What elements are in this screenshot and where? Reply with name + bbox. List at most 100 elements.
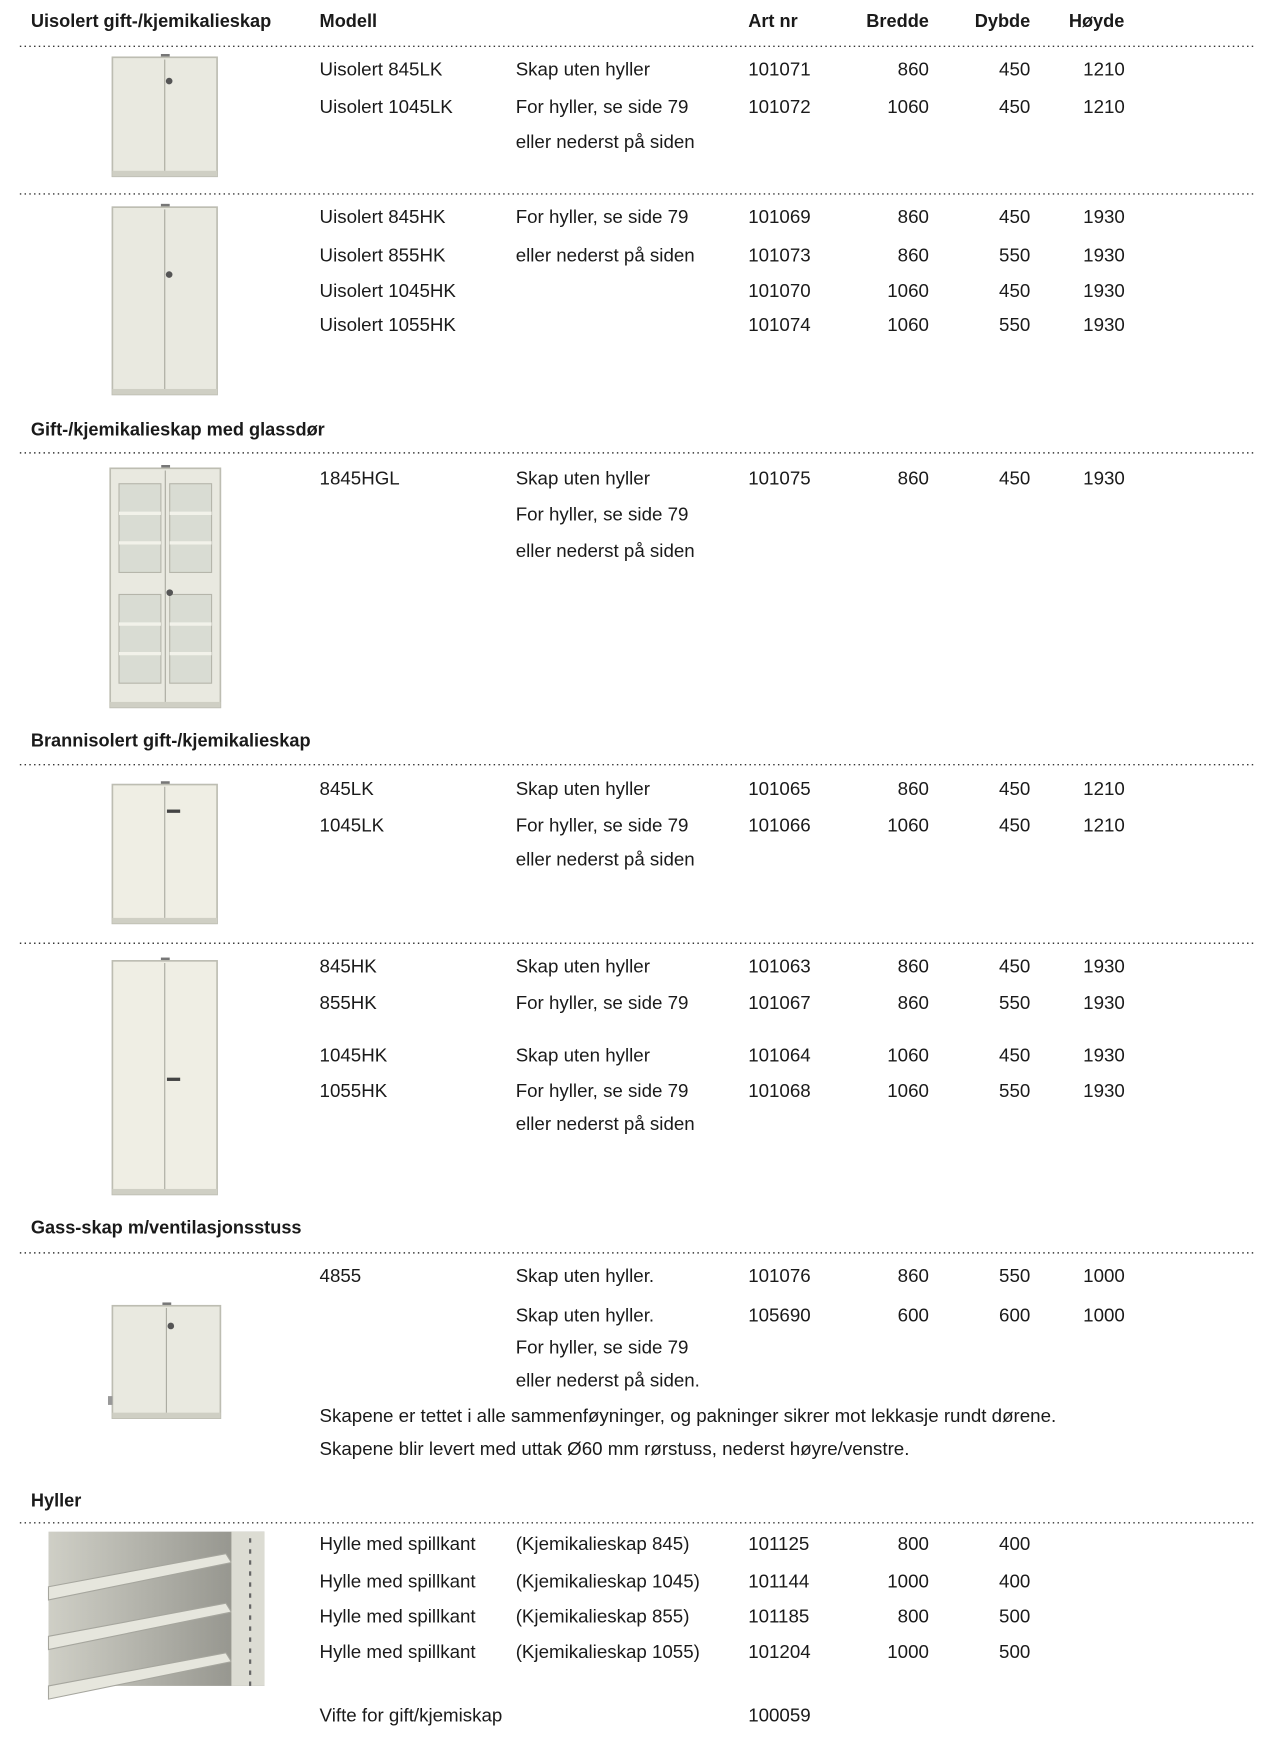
- handle: [166, 809, 181, 813]
- cell-dybde: 400: [999, 1533, 1030, 1554]
- lock: [165, 77, 173, 85]
- cell-dybde: 550: [999, 1080, 1030, 1101]
- cell-model: Hylle med spillkant: [320, 1641, 477, 1662]
- cell-desc: For hyller, se side 79: [516, 992, 689, 1013]
- cell-art-nr: 101073: [748, 245, 810, 266]
- cell-dybde: 450: [999, 280, 1030, 301]
- cell-dybde: 500: [999, 1606, 1030, 1627]
- cell-art-nr: 101065: [748, 778, 810, 799]
- cell-bredde: 1000: [887, 1641, 929, 1662]
- cell-desc: eller nederst på siden: [516, 540, 695, 561]
- section-title: Gass-skap m/ventilasjonsstuss: [31, 1217, 302, 1237]
- cell-hoyde: 1000: [1083, 1305, 1125, 1326]
- shelf-hole: [249, 1681, 252, 1686]
- cell-model: 1055HK: [320, 1080, 388, 1101]
- cell-bredde: 1060: [887, 1080, 929, 1101]
- lock: [167, 1322, 175, 1330]
- cabinet-plinth: [112, 917, 218, 924]
- shelf-hole: [249, 1659, 252, 1664]
- cell-art-nr: 101071: [748, 58, 810, 79]
- cell-model: Uisolert 845HK: [320, 206, 446, 227]
- cell-dybde: 450: [999, 778, 1030, 799]
- cell-art-nr: 101072: [748, 96, 810, 117]
- cell-art-nr: 101125: [748, 1533, 809, 1554]
- cell-desc: Skap uten hyller: [516, 778, 650, 799]
- cabinet-plinth: [112, 388, 218, 395]
- shelf-hole: [249, 1648, 252, 1653]
- cell-model: 1045LK: [320, 814, 385, 835]
- cell-model: Hylle med spillkant: [320, 1533, 477, 1554]
- cell-dybde: 550: [999, 245, 1030, 266]
- cell-bredde: 800: [898, 1606, 929, 1627]
- cell-hoyde: 1000: [1083, 1265, 1125, 1286]
- header-title: Uisolert gift-/kjemikalieskap: [31, 11, 271, 31]
- cell-art-nr: 101204: [748, 1641, 810, 1662]
- cell-desc: For hyller, se side 79: [516, 96, 689, 117]
- product-image: [47, 1531, 265, 1700]
- cell-bredde: 600: [898, 1305, 929, 1326]
- cell-dybde: 450: [999, 206, 1030, 227]
- cabinet-top: [160, 957, 170, 961]
- cell-art-nr: 101063: [748, 955, 810, 976]
- cell-art-nr: 101070: [748, 280, 810, 301]
- cell-hoyde: 1930: [1083, 992, 1125, 1013]
- cell-bredde: 1060: [887, 96, 929, 117]
- cell-desc: Skap uten hyller.: [516, 1305, 654, 1326]
- lock: [165, 271, 173, 278]
- shelf-side: [231, 1531, 265, 1686]
- cabinet-top: [162, 1302, 172, 1306]
- cell-desc: (Kjemikalieskap 1055): [516, 1641, 700, 1662]
- cell-bredde: 800: [898, 1533, 929, 1554]
- cell-dybde: 550: [999, 992, 1030, 1013]
- cell-art-nr: 101074: [748, 314, 810, 335]
- cell-dybde: 450: [999, 955, 1030, 976]
- cell-hoyde: 1930: [1083, 1080, 1125, 1101]
- cell-model: Uisolert 1055HK: [320, 314, 457, 335]
- shelf-hole: [249, 1626, 252, 1631]
- cell-model: Uisolert 1045LK: [320, 96, 454, 117]
- cell-bredde: 860: [898, 58, 929, 79]
- cell-desc: (Kjemikalieskap 845): [516, 1533, 690, 1554]
- cell-hoyde: 1930: [1083, 314, 1125, 335]
- cell-model: Uisolert 855HK: [320, 245, 446, 266]
- cell-art-nr: 105690: [748, 1305, 810, 1326]
- cell-art-nr: 101069: [748, 206, 810, 227]
- cell-hoyde: 1210: [1083, 58, 1125, 79]
- cell-hoyde: 1930: [1083, 955, 1125, 976]
- cell-art-nr: 100059: [748, 1705, 810, 1726]
- cell-desc: For hyller, se side 79: [516, 206, 689, 227]
- cell-art-nr: 101064: [748, 1045, 810, 1066]
- cell-desc: Skap uten hyller: [516, 1045, 650, 1066]
- cell-bredde: 860: [898, 206, 929, 227]
- glass-pane: [169, 483, 213, 573]
- cell-dybde: 450: [999, 58, 1030, 79]
- column-header: Bredde: [866, 11, 929, 31]
- cell-model: 1045HK: [320, 1045, 388, 1066]
- cell-desc: For hyller, se side 79: [516, 1337, 689, 1358]
- cell-desc: (Kjemikalieskap 1045): [516, 1570, 700, 1591]
- cell-bredde: 860: [898, 778, 929, 799]
- cell-art-nr: 101075: [748, 467, 810, 488]
- cell-bredde: 1000: [887, 1570, 929, 1591]
- shelf-hole: [249, 1593, 252, 1598]
- cell-desc: eller nederst på siden: [516, 1113, 695, 1134]
- product-image: [109, 465, 222, 709]
- cell-model: Vifte for gift/kjemiskap: [320, 1705, 503, 1726]
- cell-desc: For hyller, se side 79: [516, 1080, 689, 1101]
- cell-desc: eller nederst på siden: [516, 131, 695, 152]
- cell-hoyde: 1210: [1083, 778, 1125, 799]
- cell-hoyde: 1930: [1083, 1045, 1125, 1066]
- product-image: [111, 781, 218, 925]
- cell-desc: Skap uten hyller: [516, 467, 650, 488]
- cabinet-top: [160, 53, 170, 58]
- cell-model: 4855: [320, 1265, 362, 1286]
- cabinet-plinth: [112, 170, 218, 177]
- cell-dybde: 500: [999, 1641, 1030, 1662]
- glass-pane: [118, 593, 162, 684]
- lock: [166, 589, 174, 596]
- cell-bredde: 1060: [887, 814, 929, 835]
- note: Skapene blir levert med uttak Ø60 mm rør…: [320, 1438, 910, 1459]
- cell-art-nr: 101144: [748, 1570, 809, 1591]
- cell-bredde: 860: [898, 467, 929, 488]
